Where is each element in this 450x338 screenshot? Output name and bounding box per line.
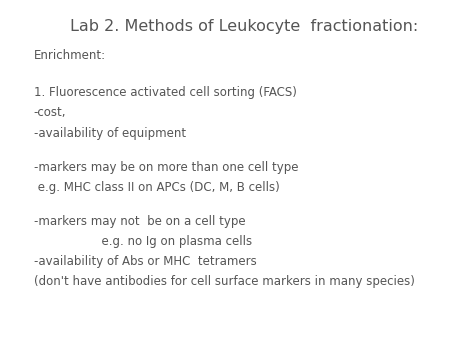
Text: Enrichment:: Enrichment: — [34, 49, 106, 62]
Text: Lab 2. Methods of Leukocyte  fractionation:: Lab 2. Methods of Leukocyte fractionatio… — [70, 19, 418, 33]
Text: -availability of Abs or MHC  tetramers: -availability of Abs or MHC tetramers — [34, 255, 256, 268]
Text: e.g. no Ig on plasma cells: e.g. no Ig on plasma cells — [34, 235, 252, 248]
Text: e.g. MHC class II on APCs (DC, M, B cells): e.g. MHC class II on APCs (DC, M, B cell… — [34, 181, 279, 194]
Text: -markers may not  be on a cell type: -markers may not be on a cell type — [34, 215, 245, 227]
Text: 1. Fluorescence activated cell sorting (FACS): 1. Fluorescence activated cell sorting (… — [34, 86, 297, 99]
Text: -availability of equipment: -availability of equipment — [34, 127, 186, 140]
Text: -markers may be on more than one cell type: -markers may be on more than one cell ty… — [34, 161, 298, 173]
Text: (don't have antibodies for cell surface markers in many species): (don't have antibodies for cell surface … — [34, 275, 414, 288]
Text: -cost,: -cost, — [34, 106, 66, 119]
